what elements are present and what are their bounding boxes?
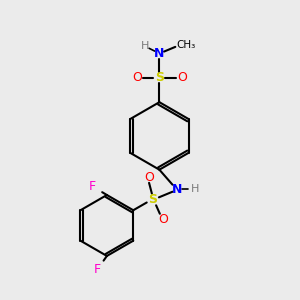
Text: O: O — [144, 171, 154, 184]
Text: S: S — [148, 193, 157, 206]
Text: H: H — [141, 41, 149, 51]
Text: O: O — [132, 71, 142, 84]
Text: N: N — [154, 47, 165, 60]
Text: N: N — [172, 183, 182, 196]
Text: O: O — [177, 71, 187, 84]
Text: H: H — [191, 184, 199, 194]
Text: S: S — [155, 71, 164, 84]
Text: CH₃: CH₃ — [176, 40, 196, 50]
Text: F: F — [89, 180, 96, 193]
Text: F: F — [94, 262, 101, 276]
Text: O: O — [158, 213, 168, 226]
